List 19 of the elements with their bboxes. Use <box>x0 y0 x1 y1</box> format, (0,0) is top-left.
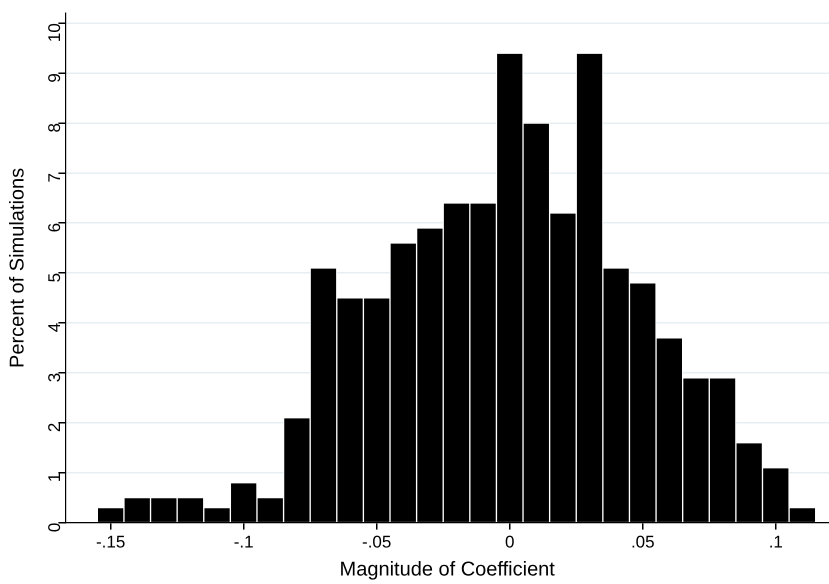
x-tick-label: -.1 <box>234 532 254 552</box>
x-tick-label: .05 <box>630 532 655 552</box>
y-tick-label: 6 <box>45 222 64 232</box>
y-tick-label: 10 <box>45 23 64 42</box>
x-tick-label: .1 <box>768 532 783 552</box>
y-tick-label: 4 <box>45 322 64 332</box>
y-tick-label: 2 <box>45 422 64 432</box>
y-tick-label: 9 <box>45 73 64 83</box>
x-tick-label: -.05 <box>362 532 392 552</box>
y-tick-label: 5 <box>45 272 64 282</box>
y-tick-label: 7 <box>45 173 64 182</box>
y-axis-title: Percent of Simulations <box>6 168 29 368</box>
y-tick-label: 1 <box>45 472 64 482</box>
y-tick-label: 3 <box>45 372 64 382</box>
y-tick-label: 0 <box>45 522 64 532</box>
x-tick-label: -.15 <box>96 532 126 552</box>
x-axis-title: Magnitude of Coefficient <box>340 558 556 581</box>
y-tick-label: 8 <box>45 123 64 133</box>
x-tick-label: 0 <box>504 532 514 552</box>
